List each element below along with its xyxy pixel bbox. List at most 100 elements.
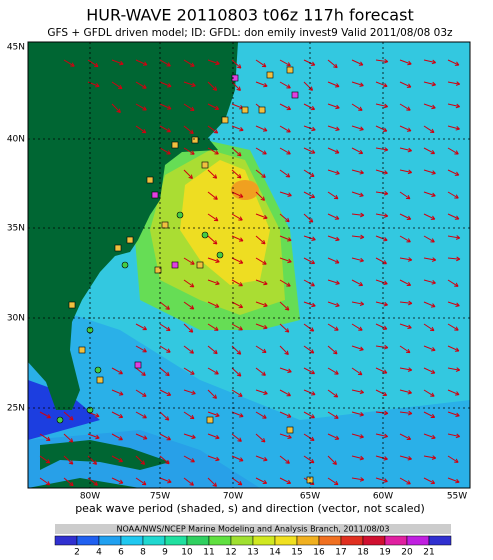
- lat-label: 25N: [7, 404, 25, 414]
- lat-label: 40N: [7, 135, 25, 145]
- vector: [183, 389, 196, 395]
- lon-label: 65W: [300, 492, 320, 502]
- vector: [183, 103, 195, 112]
- vector: [423, 257, 437, 262]
- credit-bar: [55, 524, 451, 534]
- vector: [423, 213, 436, 220]
- vector: [375, 410, 389, 416]
- colorbar-cell: [384, 535, 408, 546]
- vector: [231, 301, 244, 309]
- vector: [159, 411, 170, 421]
- vector: [375, 81, 388, 88]
- vector: [375, 103, 389, 109]
- vector: [423, 59, 437, 65]
- lat-label: 45N: [7, 43, 25, 53]
- vector: [423, 301, 436, 308]
- vector: [279, 411, 292, 418]
- vector: [327, 477, 339, 486]
- vector: [255, 345, 267, 353]
- station: [78, 346, 86, 354]
- vector: [63, 433, 74, 443]
- station: [201, 161, 209, 169]
- vector: [111, 59, 124, 66]
- vector: [231, 191, 244, 198]
- vector: [303, 411, 315, 419]
- vector: [255, 213, 268, 220]
- vector: [207, 235, 218, 245]
- vector: [183, 81, 196, 88]
- vector: [423, 411, 436, 419]
- colorbar-cell: [318, 535, 342, 546]
- vector: [351, 103, 363, 111]
- vector: [279, 59, 291, 67]
- vector: [255, 257, 267, 265]
- vector: [399, 147, 413, 153]
- colorbar-label: 13: [247, 548, 258, 558]
- vector: [159, 477, 172, 484]
- station: [154, 266, 162, 274]
- vector: [423, 433, 436, 440]
- vector: [159, 125, 171, 133]
- vector: [447, 235, 461, 240]
- vector: [327, 301, 340, 308]
- vector: [183, 279, 195, 288]
- vector: [87, 455, 98, 465]
- vector: [399, 81, 412, 88]
- vector: [375, 455, 388, 461]
- vector: [183, 301, 195, 310]
- vector: [135, 323, 148, 331]
- vector: [279, 213, 290, 223]
- station: [114, 244, 122, 252]
- vector: [351, 367, 363, 376]
- vector: [351, 147, 364, 155]
- vector: [279, 455, 290, 464]
- vector: [183, 59, 195, 67]
- vector: [87, 433, 100, 440]
- colorbar-label: 6: [118, 548, 124, 558]
- vector: [423, 323, 435, 332]
- vector: [231, 169, 242, 179]
- station: [191, 136, 199, 144]
- vector: [183, 147, 195, 155]
- vector: [303, 147, 316, 154]
- vector: [111, 433, 123, 441]
- vector: [375, 389, 388, 397]
- vector: [447, 256, 461, 262]
- vector: [327, 235, 340, 242]
- vector: [447, 169, 460, 176]
- colorbar-label: 4: [96, 548, 102, 558]
- vector: [447, 411, 460, 418]
- vector: [183, 455, 195, 463]
- vector: [399, 367, 413, 372]
- vector: [447, 433, 461, 439]
- colorbar-cell: [54, 535, 78, 546]
- vector: [183, 411, 195, 420]
- vector: [87, 477, 98, 486]
- vector: [327, 367, 339, 375]
- vector: [231, 433, 242, 442]
- vector: [423, 147, 436, 155]
- vector: [231, 81, 241, 91]
- vector: [303, 59, 316, 66]
- vector: [279, 147, 291, 155]
- vector: [183, 125, 194, 135]
- vector: [207, 345, 218, 355]
- colorbar-label: 16: [313, 548, 325, 558]
- vector: [255, 455, 268, 462]
- vector: [399, 279, 412, 287]
- vector: [279, 125, 291, 133]
- vector: [87, 59, 99, 68]
- vector: [351, 477, 365, 482]
- vector: [327, 169, 340, 175]
- vector: [183, 433, 196, 439]
- buoy: [94, 366, 102, 374]
- vector: [303, 257, 316, 265]
- vector: [303, 81, 314, 91]
- colorbar-cell: [406, 535, 430, 546]
- vector: [135, 367, 146, 376]
- vector: [159, 81, 172, 88]
- vector: [255, 147, 267, 155]
- vector: [111, 411, 124, 419]
- vector: [255, 81, 268, 88]
